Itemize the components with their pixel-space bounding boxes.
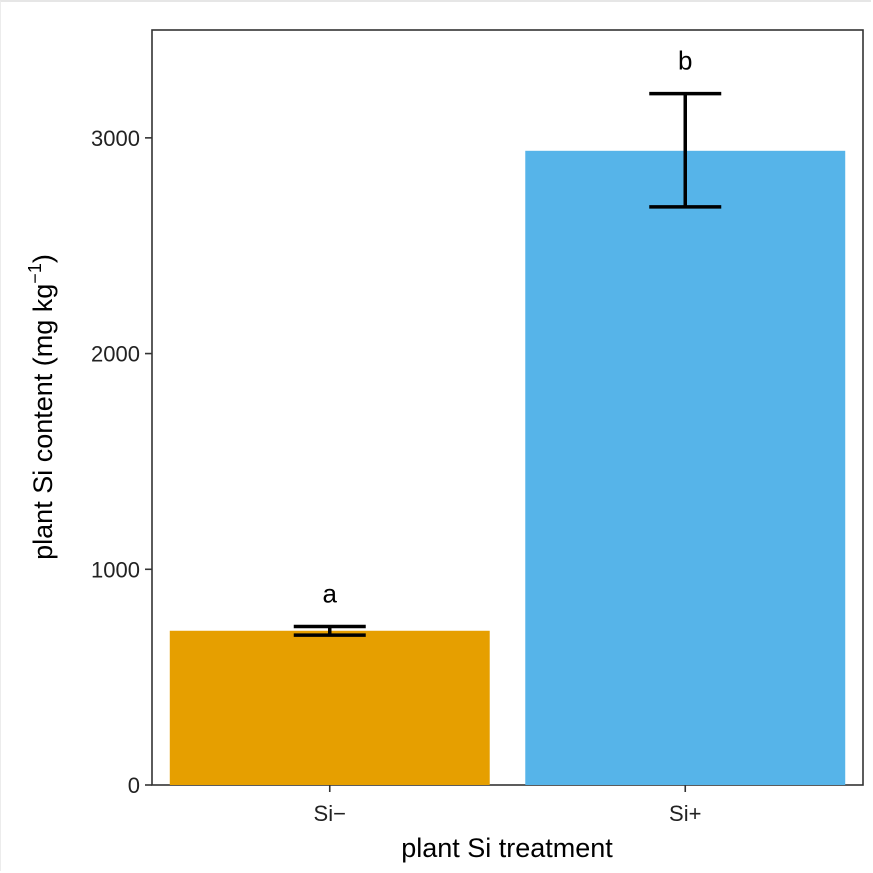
y-tick-label: 0 — [128, 773, 140, 798]
significance-label: a — [323, 578, 338, 608]
x-axis-title: plant Si treatment — [401, 833, 613, 863]
plot-panel-border — [151, 29, 864, 786]
x-tick-label: Si+ — [669, 801, 701, 826]
y-axis-title-superscript: −1 — [25, 263, 45, 284]
y-axis-title-end: ) — [28, 254, 58, 263]
error-bars — [293, 91, 722, 637]
significance-labels: ab — [323, 46, 693, 609]
y-axis: 0 1000 2000 3000 — [91, 126, 152, 798]
x-tick-label: Si− — [314, 801, 346, 826]
y-tick-label: 2000 — [91, 342, 140, 367]
y-axis-title-main: plant Si content (mg kg — [28, 284, 58, 560]
bar — [525, 150, 846, 786]
y-tick-label: 3000 — [91, 126, 140, 151]
y-axis-title: plant Si content (mg kg−1) — [25, 254, 58, 560]
x-axis: Si− Si+ — [314, 785, 701, 826]
y-tick-label: 1000 — [91, 557, 140, 582]
bars — [169, 150, 846, 786]
significance-label: b — [678, 46, 692, 76]
bar — [169, 630, 490, 785]
